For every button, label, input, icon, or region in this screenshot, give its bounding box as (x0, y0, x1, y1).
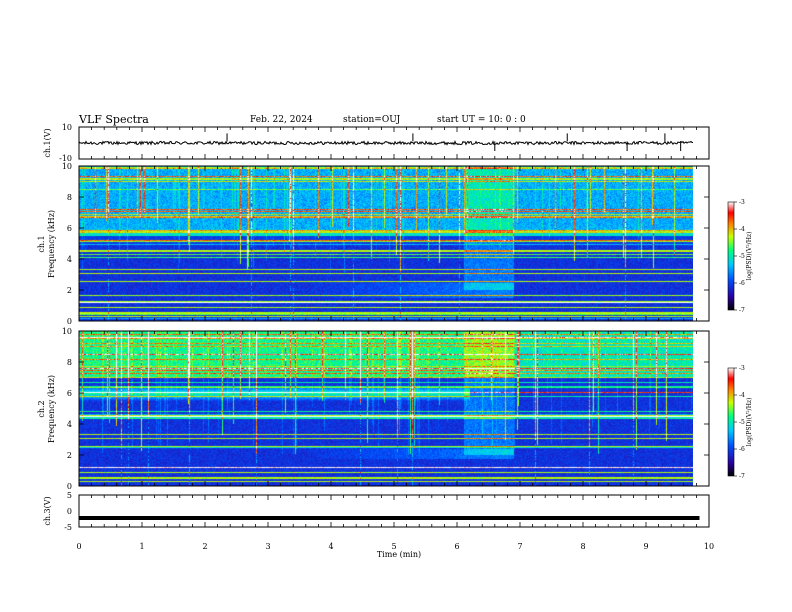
date-label: Feb. 22, 2024 (250, 115, 313, 125)
x-tick-label: 4 (328, 542, 333, 551)
colorbar-tick-label: -5 (739, 419, 745, 426)
ch1-waveform-panel: 10 -10 ch.1(V) (43, 123, 710, 163)
ch1-trace (78, 140, 693, 146)
spec-ytick-label: 6 (67, 224, 72, 233)
time-axis-tick-labels: 0 1 2 3 4 5 6 7 8 9 10 (76, 542, 714, 551)
ch2-spec-ylabel-ch: ch.2 (37, 400, 46, 417)
x-tick-label: 6 (454, 542, 459, 551)
ch1-spec-yticks: 0 2 4 6 8 10 (62, 162, 709, 326)
x-tick-label: 3 (265, 542, 270, 551)
start-ut-label: start UT = 10: 0 : 0 (437, 115, 526, 125)
colorbar-tick-label: -4 (739, 226, 745, 233)
ch1-spectrogram-image (79, 166, 693, 321)
spec-ytick-label: 8 (67, 358, 72, 367)
ch1-ytick-top: 10 (62, 123, 72, 132)
x-tick-label: 8 (580, 542, 585, 551)
spec-ytick-label: 2 (67, 286, 72, 295)
spec-ytick-label: 0 (67, 317, 72, 326)
colorbar-tick-label: -6 (739, 280, 745, 287)
colorbar-tick-label: -3 (739, 365, 745, 372)
ch1-ytick-bottom: -10 (59, 154, 72, 163)
spec-ytick-label: 4 (67, 255, 72, 264)
ch1-spec-ylabel-freq: Frequency (kHz) (47, 210, 56, 278)
ch2-spec-yticks: 0 2 4 6 8 10 (62, 327, 709, 491)
colorbar-tick-label: -6 (739, 446, 745, 453)
ch2-colorbar (727, 367, 735, 477)
ch2-colorbar-ticks: -3 -4 -5 -6 -7 (734, 365, 745, 480)
ch3-ytick-top: 5 (67, 491, 72, 500)
spec-ytick-label: 6 (67, 389, 72, 398)
time-axis-label: Time (min) (377, 550, 421, 559)
ch1-ylabel: ch.1(V) (43, 128, 52, 157)
time-axis-ticks (78, 127, 710, 527)
ch1-spec-ylabel-ch: ch.1 (37, 235, 46, 252)
x-tick-label: 10 (704, 542, 714, 551)
ch3-waveform-panel: 5 0 -5 ch.3(V) (43, 491, 710, 532)
spec-ytick-label: 0 (67, 482, 72, 491)
ch1-colorbar-label: log(PSD)(V²/Hz) (746, 232, 753, 281)
ch3-ytick-bottom: -5 (64, 523, 72, 532)
ch3-ytick-mid: 0 (67, 507, 72, 516)
ch3-ylabel: ch.3(V) (43, 496, 52, 525)
colorbar-tick-label: -7 (739, 307, 745, 314)
x-tick-label: 0 (76, 542, 81, 551)
spec-ytick-label: 10 (62, 327, 72, 336)
ch1-colorbar (727, 201, 735, 311)
ch3-trace (79, 516, 700, 520)
spec-ytick-label: 2 (67, 451, 72, 460)
ch3-frame (78, 494, 710, 528)
x-tick-label: 9 (643, 542, 648, 551)
colorbar-tick-label: -5 (739, 253, 745, 260)
spec-ytick-label: 10 (62, 162, 72, 171)
ch1-colorbar-ticks: -3 -4 -5 -6 -7 (734, 199, 745, 314)
x-tick-label: 2 (202, 542, 207, 551)
station-label: station=OUJ (343, 115, 401, 125)
colorbar-tick-label: -4 (739, 392, 745, 399)
ch2-colorbar-label: log(PSD)(V²/Hz) (746, 398, 753, 447)
x-tick-label: 1 (139, 542, 144, 551)
ch2-spectrogram-image (79, 331, 693, 486)
colorbar-tick-label: -7 (739, 473, 745, 480)
x-tick-label: 7 (517, 542, 522, 551)
spec-ytick-label: 4 (67, 420, 72, 429)
colorbar-tick-label: -3 (739, 199, 745, 206)
x-tick-label: 5 (391, 542, 396, 551)
ch1-spikes (226, 133, 682, 151)
spec-ytick-label: 8 (67, 193, 72, 202)
ch2-spec-ylabel-freq: Frequency (kHz) (47, 375, 56, 443)
figure-title: VLF Spectra (78, 113, 149, 126)
